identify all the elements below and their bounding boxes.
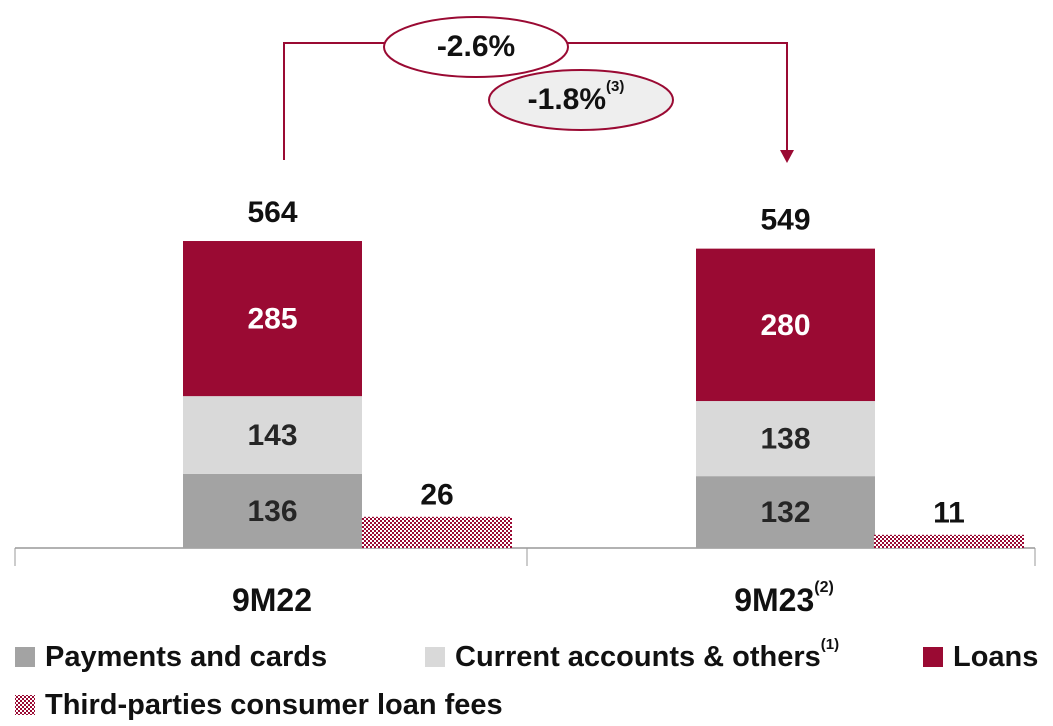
legend-label: Payments and cards — [45, 641, 327, 673]
legend-swatch — [15, 695, 35, 715]
value-label: 285 — [247, 302, 297, 335]
legend-text: Third-parties consumer loan fees — [45, 689, 503, 721]
bar-segment — [696, 248, 875, 402]
annotation-text: -2.6% — [437, 30, 515, 63]
category-text: 9M23 — [734, 582, 814, 618]
bar-segment — [183, 473, 362, 548]
legend-swatch — [15, 647, 35, 667]
annotation-note: (3) — [606, 78, 624, 95]
value-label: 138 — [760, 423, 810, 456]
value-label: 11 — [933, 497, 965, 530]
category-label: 9M23(2) — [734, 579, 834, 618]
legend-text: Loans — [953, 641, 1038, 673]
total-label: 564 — [247, 196, 297, 229]
bar-segment — [362, 516, 512, 548]
legend-note: (1) — [821, 636, 839, 653]
annotation: -2.6% — [437, 30, 515, 63]
bar-segment — [874, 534, 1024, 548]
category-note: (2) — [814, 579, 834, 596]
bar-segment — [696, 476, 875, 548]
annotation-bubble — [383, 16, 569, 78]
annotation-bubble — [488, 69, 674, 131]
legend-label: Third-parties consumer loan fees — [45, 689, 503, 721]
value-label: 280 — [760, 309, 810, 342]
value-label: 136 — [247, 495, 297, 528]
value-label: 143 — [247, 419, 297, 452]
legend-label: Loans — [953, 641, 1038, 673]
legend-swatch — [425, 647, 445, 667]
value-label: 132 — [760, 496, 810, 529]
category-label: 9M22 — [232, 582, 312, 618]
annotation-text: -1.8% — [528, 83, 606, 116]
value-label: 26 — [420, 479, 453, 512]
total-label: 549 — [760, 204, 810, 237]
bar-segment — [183, 241, 362, 397]
change-arrow — [780, 150, 794, 163]
bar-segment — [696, 401, 875, 477]
annotation: -1.8%(3) — [528, 78, 625, 116]
legend-swatch — [923, 647, 943, 667]
bar-segment — [183, 396, 362, 474]
legend-label: Current accounts & others(1) — [455, 636, 839, 673]
legend-text: Payments and cards — [45, 641, 327, 673]
legend-text: Current accounts & others — [455, 641, 821, 673]
category-text: 9M22 — [232, 582, 312, 618]
